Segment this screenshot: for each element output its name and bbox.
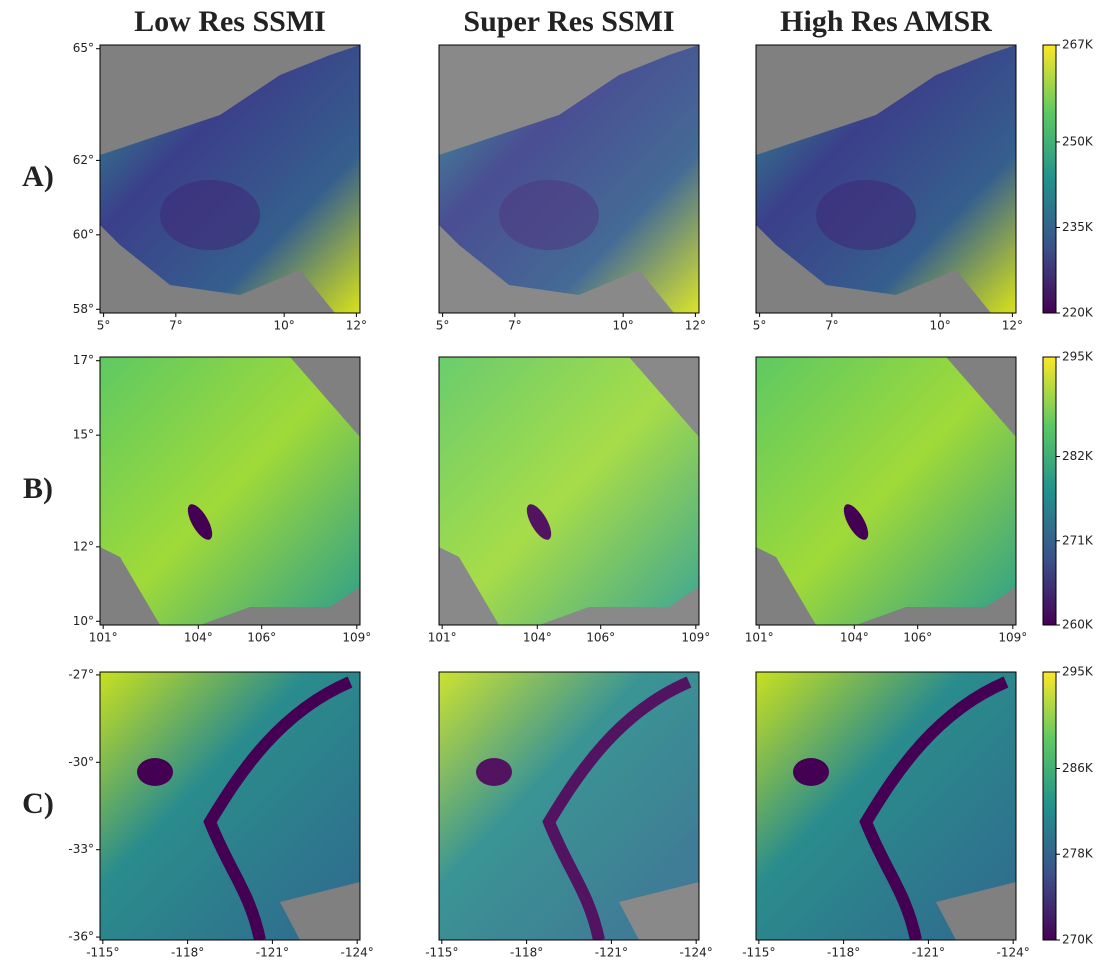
panel-frame (755, 44, 1017, 314)
column-title: Super Res SSMI (463, 5, 674, 38)
x-tick-label: -121° (256, 946, 289, 960)
colorbar-tick-label: 271K (1062, 533, 1094, 547)
x-tick-label: 106° (247, 631, 276, 645)
x-tick-label: 5° (436, 319, 450, 333)
y-tick-label: 58° (73, 302, 94, 316)
colorbar-tick-label: 295K (1062, 665, 1094, 679)
x-tick-label: -115° (86, 946, 119, 960)
row-label: A) (22, 160, 54, 193)
x-tick-label: -118° (510, 946, 543, 960)
row-label: B) (23, 472, 53, 505)
x-tick-label: -121° (912, 946, 945, 960)
colorbar (1042, 44, 1057, 314)
x-tick-label: -118° (827, 946, 860, 960)
colorbar-tick-label: 250K (1062, 134, 1094, 148)
y-tick-label: -27° (68, 667, 94, 681)
panel-frame (99, 44, 361, 314)
colorbar (1042, 671, 1057, 941)
column-title: Low Res SSMI (134, 5, 326, 38)
x-tick-label: 104° (523, 631, 552, 645)
x-tick-label: 104° (184, 631, 213, 645)
y-tick-label: 65° (73, 41, 94, 55)
heatmap-image (439, 672, 699, 940)
panel-frame (438, 356, 700, 626)
colorbar-tick-label: 235K (1062, 220, 1094, 234)
y-tick-label: 17° (73, 353, 94, 367)
x-tick-label: 12° (685, 319, 706, 333)
y-tick-label: -36° (68, 930, 94, 944)
colorbar-tick-label: 260K (1062, 618, 1094, 632)
x-tick-label: -115° (425, 946, 458, 960)
heatmap-image (100, 45, 360, 313)
y-tick-label: 10° (73, 614, 94, 628)
x-tick-label: 101° (428, 631, 457, 645)
x-tick-label: 109° (342, 631, 371, 645)
heatmap-image (100, 357, 360, 625)
x-tick-label: 10° (274, 319, 295, 333)
x-tick-label: 7° (825, 319, 839, 333)
heatmap-image (439, 45, 699, 313)
x-tick-label: 7° (169, 319, 183, 333)
x-tick-label: -124° (341, 946, 374, 960)
heatmap-image (439, 357, 699, 625)
heatmap-image (100, 672, 360, 940)
y-tick-label: 62° (73, 153, 94, 167)
row-label: C) (22, 787, 54, 820)
x-tick-label: 109° (681, 631, 710, 645)
x-tick-label: 5° (97, 319, 111, 333)
heatmap-image (756, 45, 1016, 313)
panel-frame (755, 671, 1017, 941)
colorbar-tick-label: 295K (1062, 350, 1094, 364)
heatmap-image (756, 672, 1016, 940)
x-tick-label: -121° (595, 946, 628, 960)
colorbar-tick-label: 282K (1062, 449, 1094, 463)
colorbar-tick-label: 286K (1062, 761, 1094, 775)
panel-frame (99, 671, 361, 941)
heatmap-image (756, 357, 1016, 625)
panel-frame (438, 44, 700, 314)
colorbar (1042, 356, 1057, 626)
y-tick-label: -30° (68, 755, 94, 769)
colorbar-tick-label: 278K (1062, 847, 1094, 861)
x-tick-label: 7° (508, 319, 522, 333)
x-tick-label: 101° (89, 631, 118, 645)
colorbar-tick-label: 270K (1062, 933, 1094, 947)
panel-frame (755, 356, 1017, 626)
x-tick-label: -124° (680, 946, 713, 960)
x-tick-label: 5° (753, 319, 767, 333)
x-tick-label: 10° (930, 319, 951, 333)
x-tick-label: 101° (745, 631, 774, 645)
x-tick-label: 104° (840, 631, 869, 645)
x-tick-label: 109° (998, 631, 1027, 645)
x-tick-label: -124° (997, 946, 1030, 960)
colorbar-tick-label: 267K (1062, 38, 1094, 52)
panel-frame (99, 356, 361, 626)
x-tick-label: 12° (1002, 319, 1023, 333)
y-tick-label: 60° (73, 227, 94, 241)
column-title: High Res AMSR (780, 5, 992, 38)
y-tick-label: -33° (68, 842, 94, 856)
x-tick-label: 106° (586, 631, 615, 645)
colorbar-tick-label: 220K (1062, 306, 1094, 320)
panel-frame (438, 671, 700, 941)
y-tick-label: 15° (73, 428, 94, 442)
x-tick-label: -115° (742, 946, 775, 960)
x-tick-label: 10° (613, 319, 634, 333)
y-tick-label: 12° (73, 539, 94, 553)
x-tick-label: 106° (903, 631, 932, 645)
x-tick-label: -118° (171, 946, 204, 960)
x-tick-label: 12° (346, 319, 367, 333)
